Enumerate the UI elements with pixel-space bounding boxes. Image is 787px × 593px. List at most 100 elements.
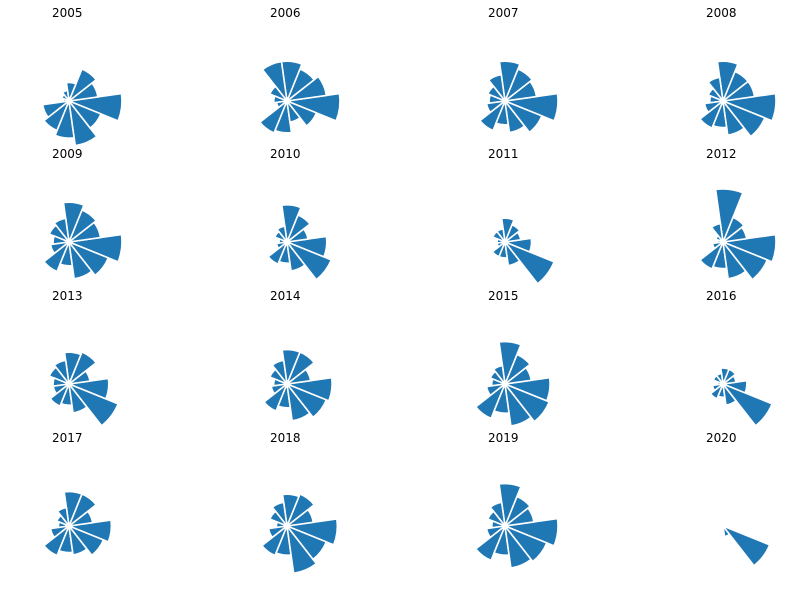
polar-panel-2017: 2017 [42, 431, 113, 557]
polar-bar-2015-6 [489, 370, 508, 386]
polar-bar-2013-6 [48, 366, 72, 386]
polar-bar-2019-1 [501, 517, 559, 547]
polar-bar-2007-12 [502, 99, 543, 134]
polar-bar-2008-4 [716, 60, 739, 105]
polar-panel-2006: 2006 [258, 6, 341, 134]
panel-title: 2010 [270, 147, 301, 161]
panel-title: 2013 [52, 289, 83, 303]
panel-title: 2011 [488, 147, 519, 161]
polar-bar-2008-12 [720, 99, 766, 138]
panel-title: 2019 [488, 431, 519, 445]
polar-bar-2009-4 [62, 201, 85, 246]
polar-bar-2006-9 [258, 98, 289, 134]
polar-bar-2015-9 [474, 381, 507, 420]
polar-bar-2017-9 [42, 523, 71, 557]
polar-bar-2014-9 [262, 381, 289, 413]
polar-bar-2005-12 [66, 99, 102, 130]
polar-bar-2006-12 [284, 99, 318, 128]
polar-bar-2007-1 [501, 92, 559, 122]
polar-bar-2006-5 [261, 60, 289, 104]
panel-title: 2015 [488, 289, 519, 303]
polar-bar-2010-9 [267, 239, 289, 266]
polar-bar-2019-4 [498, 482, 522, 530]
polar-bar-2009-9 [42, 239, 71, 273]
polar-panel-2012: 2012 [698, 147, 777, 281]
polar-bar-2007-6 [486, 85, 508, 103]
polar-panel-2019: 2019 [474, 431, 559, 569]
polar-bar-2017-1 [65, 519, 113, 543]
panel-title: 2016 [706, 289, 737, 303]
polar-bar-2010-4 [280, 204, 302, 246]
polar-bar-2010-12 [284, 240, 333, 281]
polar-bar-2018-9 [260, 523, 289, 557]
polar-bar-2005-1 [65, 92, 123, 122]
polar-bar-2018-11 [285, 523, 318, 575]
polar-bar-2008-6 [707, 87, 726, 103]
polar-panel-2009: 2009 [42, 147, 123, 280]
polar-panel-2014: 2014 [262, 289, 333, 422]
polar-bar-2013-9 [49, 381, 71, 408]
polar-bar-2016-6 [712, 374, 726, 386]
polar-panel-2016: 2016 [706, 289, 774, 427]
polar-bar-2019-9 [474, 523, 507, 562]
polar-bar-2015-12 [502, 382, 551, 423]
polar-panel-2007: 2007 [478, 6, 559, 134]
polar-panel-2015: 2015 [474, 289, 551, 427]
polar-bar-2008-9 [698, 98, 725, 130]
polar-bar-2008-1 [719, 92, 777, 122]
panel-title: 2007 [488, 6, 519, 20]
panel-title: 2008 [706, 6, 737, 20]
polar-bar-2009-12 [66, 240, 110, 277]
polar-bar-2007-4 [498, 60, 521, 105]
polar-bar-2018-12 [284, 524, 328, 561]
panel-title: 2014 [270, 289, 301, 303]
polar-bar-2007-5 [487, 73, 507, 104]
polar-bar-2011-6 [491, 230, 508, 244]
polar-panel-2011: 2011 [488, 147, 556, 285]
polar-panel-2020: 2020 [706, 431, 771, 567]
polar-bar-2009-1 [65, 233, 123, 263]
polar-bar-2012-1 [719, 233, 777, 263]
polar-bar-2017-6 [55, 514, 72, 528]
polar-bar-2007-9 [478, 98, 507, 132]
polar-bar-2017-4 [63, 490, 83, 530]
polar-bar-2018-3 [285, 493, 316, 529]
polar-bar-2005-3 [67, 68, 98, 104]
polar-bar-2015-4 [498, 340, 522, 388]
panel-title: 2012 [706, 147, 737, 161]
polar-bar-2009-6 [48, 224, 72, 244]
panel-title: 2018 [270, 431, 301, 445]
polar-bar-2014-6 [268, 368, 290, 386]
polar-bar-2006-1 [283, 92, 341, 122]
panel-title: 2017 [52, 431, 83, 445]
polar-bar-2006-6 [268, 85, 290, 103]
polar-bar-2018-1 [283, 518, 339, 546]
polar-panel-2018: 2018 [260, 431, 339, 575]
polar-bar-2019-6 [486, 510, 508, 528]
panel-title: 2009 [52, 147, 83, 161]
polar-bar-2005-11 [67, 98, 98, 147]
polar-bar-2012-9 [698, 239, 725, 271]
polar-panel-2005: 2005 [41, 6, 123, 147]
polar-bar-2018-6 [268, 510, 290, 528]
polar-panel-2010: 2010 [267, 147, 333, 281]
polar-bar-2019-12 [502, 524, 548, 563]
polar-bar-2014-12 [284, 382, 328, 419]
panel-title: 2006 [270, 6, 301, 20]
polar-panel-2008: 2008 [698, 6, 777, 138]
polar-bar-2016-12 [720, 382, 774, 427]
polar-bar-2006-2 [284, 75, 328, 103]
panel-title: 2020 [706, 431, 737, 445]
polar-bar-2012-12 [720, 240, 769, 281]
polar-panel-2013: 2013 [48, 289, 120, 427]
polar-bar-2017-12 [66, 524, 105, 557]
polar-bar-2014-4 [281, 348, 301, 388]
polar-bar-2013-3 [67, 351, 98, 387]
polar-bar-2010-6 [273, 230, 290, 244]
polar-bar-2011-12 [502, 240, 556, 285]
polar-bar-2013-12 [66, 382, 120, 427]
polar-bar-2020-12 [720, 524, 771, 567]
polar-bar-2012-4 [714, 188, 744, 246]
polar-bar-2016-9 [709, 381, 725, 400]
